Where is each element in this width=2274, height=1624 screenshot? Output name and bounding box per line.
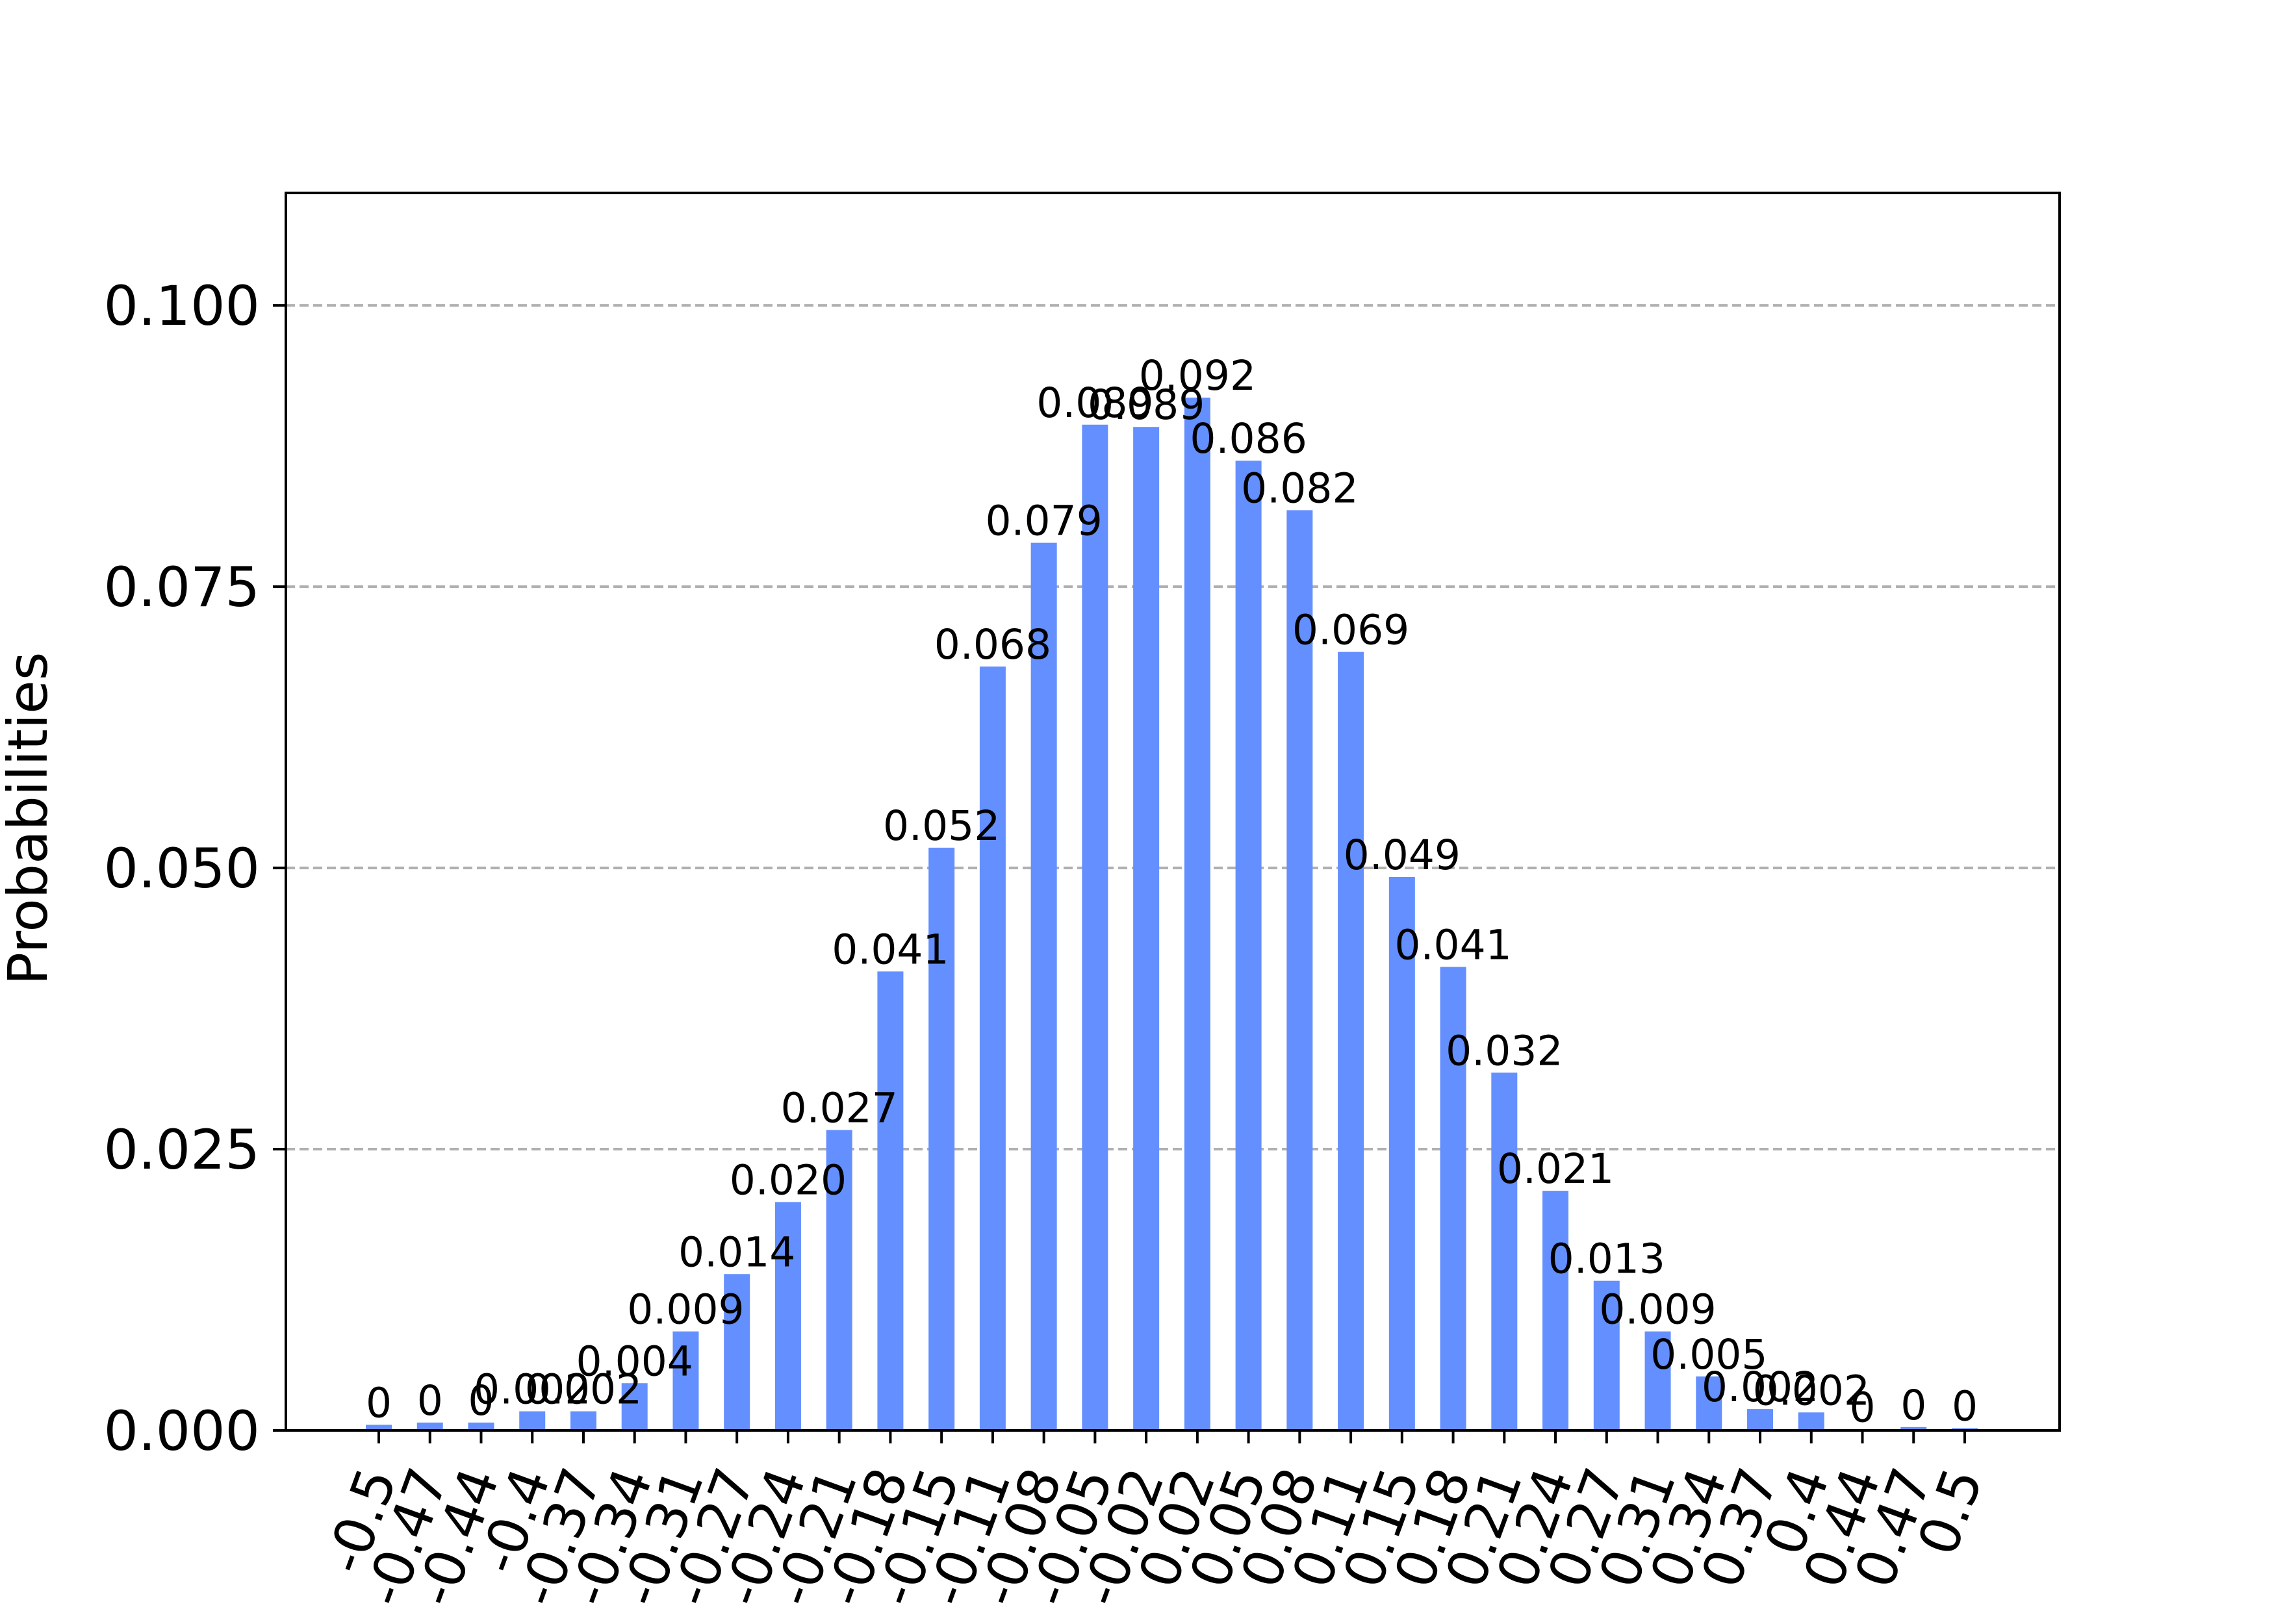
bar-value-label: 0.086 <box>1190 415 1307 463</box>
bar-value-label: 0.089 <box>1036 379 1153 427</box>
bar <box>1696 1376 1722 1430</box>
bar <box>1184 398 1210 1430</box>
bar-value-label: 0 <box>1900 1382 1926 1429</box>
bar <box>1900 1427 1927 1430</box>
bar <box>826 1130 852 1430</box>
bar-value-label: 0.002 <box>474 1366 591 1414</box>
bar-value-label: 0.004 <box>576 1338 693 1385</box>
bar-value-label: 0.068 <box>934 621 1051 668</box>
y-axis-ticks: 0.000 0.025 0.050 0.075 0.100 <box>104 274 286 1463</box>
y-tick-label: 0.100 <box>104 274 260 338</box>
bar-value-label: 0.002 <box>1753 1367 1870 1414</box>
y-tick-label: 0.050 <box>104 837 260 900</box>
bar-value-label: 0.082 <box>1241 464 1358 512</box>
bar <box>1440 967 1466 1430</box>
bar-value-label: 0 <box>468 1377 494 1425</box>
bar <box>979 666 1006 1430</box>
bar <box>1338 652 1364 1431</box>
bar <box>1082 424 1108 1430</box>
bar <box>1542 1191 1569 1430</box>
bar-value-label: 0.002 <box>525 1366 642 1414</box>
bar-value-labels: 0 0 00.0020.0020.0040.0090.0140.0200.0270.… <box>366 352 1978 1431</box>
bar <box>1235 461 1262 1430</box>
bar-value-label: 0.069 <box>1292 607 1409 654</box>
bar <box>1388 876 1415 1430</box>
bar-value-label: 0.079 <box>985 498 1102 545</box>
bar <box>1286 510 1313 1430</box>
bar-value-label: 0.049 <box>1344 831 1461 879</box>
y-tick-label: 0.000 <box>104 1399 260 1463</box>
bar <box>1030 542 1057 1430</box>
bar-value-label: 0.020 <box>730 1156 847 1204</box>
x-axis-ticks: -0.5-0.47-0.44-0.4-0.37-0.34-0.31-0.27-0… <box>313 1430 1995 1614</box>
bar-value-label: 0.009 <box>1599 1286 1716 1334</box>
bar-value-label: 0.005 <box>1650 1331 1767 1378</box>
bar-value-label: 0 <box>1849 1384 1875 1431</box>
bar <box>1798 1412 1824 1430</box>
bar-value-label: 0.032 <box>1446 1027 1563 1074</box>
bar <box>416 1422 443 1430</box>
bars <box>366 398 1978 1431</box>
bar <box>1491 1072 1518 1430</box>
bar <box>928 847 955 1430</box>
bar-value-label: 0.041 <box>1394 921 1511 969</box>
grid-lines <box>286 304 2060 1151</box>
bar-value-label: 0.092 <box>1139 352 1256 400</box>
bar <box>519 1411 546 1430</box>
bar <box>366 1425 392 1430</box>
bar-value-label: 0 <box>1952 1383 1978 1430</box>
y-tick-label: 0.075 <box>104 555 260 619</box>
bar-value-label: 0.014 <box>678 1228 795 1276</box>
bar <box>1747 1409 1774 1430</box>
bar-value-label: 0.052 <box>883 802 1000 850</box>
bar <box>468 1422 494 1430</box>
bar-value-label: 0.021 <box>1497 1145 1614 1193</box>
y-tick-label: 0.025 <box>104 1118 260 1182</box>
bar-value-label: 0.009 <box>627 1286 744 1334</box>
y-axis-label: Probabilities <box>0 652 60 985</box>
bar <box>877 971 904 1430</box>
bar <box>1133 427 1160 1430</box>
bar-value-label: 0 <box>366 1379 392 1427</box>
bar <box>774 1202 801 1430</box>
bar-value-label: 0.013 <box>1548 1236 1665 1283</box>
bar <box>672 1331 699 1430</box>
bar-value-label: 0.089 <box>1088 381 1205 429</box>
bar-value-label: 0 <box>417 1377 443 1425</box>
bar-value-label: 0.027 <box>780 1085 897 1132</box>
bar <box>724 1274 750 1430</box>
bar <box>621 1383 648 1430</box>
bar-value-label: 0.041 <box>832 926 949 973</box>
bar <box>1644 1331 1671 1430</box>
plot-frame <box>285 192 2061 1432</box>
bar <box>570 1411 596 1430</box>
bar-value-label: 0.002 <box>1702 1364 1819 1411</box>
bar <box>1593 1280 1620 1430</box>
